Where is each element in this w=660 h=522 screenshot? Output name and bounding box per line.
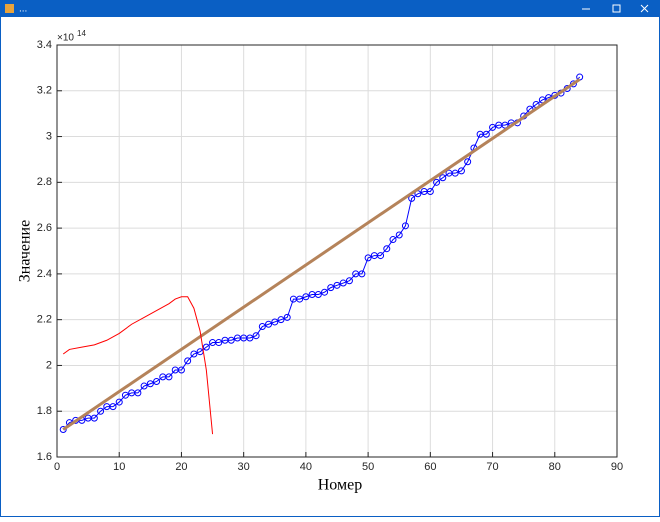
x-tick-label: 50 (362, 461, 374, 473)
y-axis-label: Значение (17, 220, 34, 282)
y-multiplier-power: 14 (77, 29, 86, 38)
y-tick-label: 2.4 (37, 268, 52, 280)
x-axis-label: Номер (318, 477, 362, 494)
data-point (246, 334, 254, 342)
data-point (202, 343, 210, 351)
data-point (358, 270, 366, 278)
x-tick-label: 80 (549, 461, 561, 473)
axes: 0 10 20 30 40 50 60 70 80 90 1.6 1.8 2 2.2 2.4 2.6 2.8 3 3… (37, 39, 623, 473)
data-point (321, 288, 329, 296)
window-title: ... (19, 4, 27, 15)
data-point (457, 167, 465, 175)
app-icon (5, 4, 14, 13)
data-point (364, 254, 372, 262)
y-tick-label: 3.2 (37, 85, 52, 97)
data-point (115, 398, 123, 406)
data-point (501, 121, 509, 129)
data-point (227, 336, 235, 344)
data-point (482, 130, 490, 138)
data-point (153, 377, 161, 385)
data-point (327, 284, 335, 292)
data-point (215, 339, 223, 347)
y-tick-label: 3.4 (37, 39, 52, 51)
data-point (277, 316, 285, 324)
data-point (283, 313, 291, 321)
y-multiplier-base: ×10 (57, 33, 74, 44)
data-point (146, 380, 154, 388)
data-point (140, 382, 148, 390)
data-point (314, 290, 322, 298)
data-point (177, 366, 185, 374)
data-point (258, 323, 266, 331)
data-point (345, 277, 353, 285)
data-point (426, 187, 434, 195)
data-point (401, 222, 409, 230)
y-tick-label: 2.8 (37, 176, 52, 188)
x-tick-label: 20 (175, 461, 187, 473)
x-tick-label: 30 (238, 461, 250, 473)
data-point (184, 357, 192, 365)
data-point (389, 236, 397, 244)
data-point (395, 231, 403, 239)
data-point (489, 123, 497, 131)
data-point (109, 403, 117, 411)
data-point (377, 252, 385, 260)
data-point (439, 174, 447, 182)
data-point (90, 414, 98, 422)
data-point (121, 391, 129, 399)
y-tick-label: 1.6 (37, 451, 52, 463)
data-point (190, 350, 198, 358)
data-point (252, 332, 260, 340)
data-point (97, 407, 105, 415)
data-point (408, 194, 416, 202)
data-point (464, 158, 472, 166)
data-point (339, 279, 347, 287)
plot-area (57, 45, 617, 457)
data-point (265, 320, 273, 328)
data-point (333, 281, 341, 289)
data-point (271, 318, 279, 326)
x-tick-label: 10 (113, 461, 125, 473)
x-tick-label: 90 (611, 461, 623, 473)
y-tick-label: 2.6 (37, 222, 52, 234)
data-point (134, 389, 142, 397)
x-tick-label: 40 (300, 461, 312, 473)
x-tick-label: 0 (54, 461, 60, 473)
data-point (59, 426, 67, 434)
x-tick-label: 60 (424, 461, 436, 473)
data-point (383, 245, 391, 253)
y-tick-label: 1.8 (37, 405, 52, 417)
x-tick-label: 70 (486, 461, 498, 473)
series-line (62, 78, 581, 431)
data-point (451, 169, 459, 177)
data-point (433, 178, 441, 186)
close-button[interactable] (640, 4, 649, 13)
y-tick-label: 3 (46, 130, 52, 142)
y-tick-label: 2.2 (37, 314, 52, 326)
data-point (165, 373, 173, 381)
y-tick-label: 2 (46, 359, 52, 371)
maximize-button[interactable] (612, 4, 621, 13)
data-point (296, 295, 304, 303)
data-point (302, 293, 310, 301)
series-line (62, 296, 214, 435)
axes-box (56, 44, 618, 458)
